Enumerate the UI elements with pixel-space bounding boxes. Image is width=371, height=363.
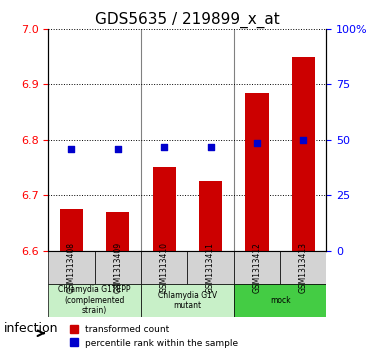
FancyBboxPatch shape: [95, 250, 141, 284]
Text: GSM1313413: GSM1313413: [299, 242, 308, 293]
Text: GSM1313408: GSM1313408: [67, 242, 76, 293]
Point: [254, 140, 260, 146]
Bar: [106, 212, 129, 250]
FancyBboxPatch shape: [187, 250, 234, 284]
Text: GSM1313410: GSM1313410: [160, 242, 169, 293]
Bar: [152, 167, 176, 250]
FancyBboxPatch shape: [141, 250, 187, 284]
Point: [208, 144, 214, 150]
Text: GSM1313409: GSM1313409: [113, 242, 122, 293]
Legend: transformed count, percentile rank within the sample: transformed count, percentile rank withi…: [67, 322, 242, 351]
Text: Chlamydia G1V
mutant: Chlamydia G1V mutant: [158, 291, 217, 310]
Text: Chlamydia G1TEPP
(complemented
strain): Chlamydia G1TEPP (complemented strain): [58, 285, 131, 315]
Bar: [60, 209, 83, 250]
Text: GSM1313411: GSM1313411: [206, 242, 215, 293]
FancyBboxPatch shape: [234, 250, 280, 284]
Point: [69, 146, 75, 152]
Point: [301, 137, 306, 143]
Title: GDS5635 / 219899_x_at: GDS5635 / 219899_x_at: [95, 12, 280, 28]
FancyBboxPatch shape: [141, 284, 234, 317]
Text: infection: infection: [4, 322, 58, 335]
FancyBboxPatch shape: [48, 250, 95, 284]
FancyBboxPatch shape: [280, 250, 326, 284]
Text: mock: mock: [270, 296, 290, 305]
Point: [161, 144, 167, 150]
FancyBboxPatch shape: [234, 284, 326, 317]
FancyBboxPatch shape: [48, 284, 141, 317]
Point: [115, 146, 121, 152]
Bar: [292, 57, 315, 250]
Text: GSM1313412: GSM1313412: [252, 242, 262, 293]
Bar: [199, 181, 222, 250]
Bar: [245, 93, 269, 250]
